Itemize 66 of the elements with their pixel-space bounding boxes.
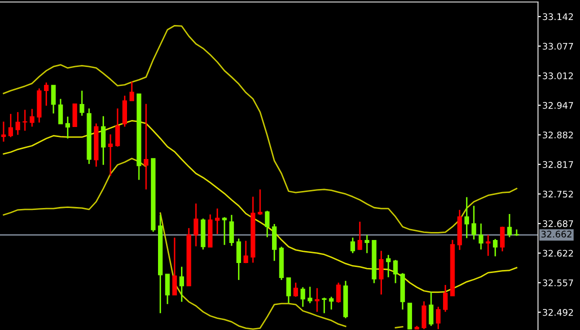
candlestick	[393, 259, 398, 284]
y-tick-label: 32.817	[542, 161, 573, 168]
candlestick	[472, 205, 476, 240]
candlestick	[130, 80, 134, 102]
candlestick	[236, 238, 242, 281]
candlestick	[172, 236, 177, 296]
y-tick-label: 32.752	[542, 190, 573, 198]
candlestick	[101, 115, 106, 166]
candlestick	[229, 214, 234, 247]
candlestick	[428, 291, 434, 327]
candlestick	[358, 221, 362, 251]
candlestick	[244, 240, 248, 264]
candlestick	[16, 111, 20, 136]
candlestick	[486, 234, 490, 257]
candlestick	[8, 113, 13, 138]
candlestick	[122, 95, 128, 128]
candlestick	[194, 202, 198, 247]
candlestick	[108, 134, 113, 176]
y-tick-label: 32.622	[542, 250, 573, 257]
ref-line-label: 32.662	[541, 230, 572, 238]
candlestick	[422, 300, 426, 330]
candlestick	[500, 226, 505, 252]
candlestick	[44, 82, 49, 106]
candlestick	[436, 306, 441, 330]
candlestick	[222, 216, 227, 246]
candlestick	[364, 234, 370, 254]
y-tick-label: 33.077	[542, 42, 573, 50]
candlestick	[22, 109, 28, 132]
candlestick	[264, 210, 270, 238]
candlestick	[144, 103, 148, 190]
y-tick-label: 32.557	[542, 279, 573, 286]
y-tick-label: 32.687	[542, 220, 573, 228]
candlestick	[115, 108, 120, 148]
candlestick	[386, 254, 391, 278]
candlestick	[286, 276, 291, 304]
candlestick	[51, 84, 56, 114]
y-tick-label: 33.012	[542, 72, 573, 80]
candlestick	[443, 284, 448, 312]
candlestick	[350, 236, 356, 254]
line-series	[2, 24, 518, 234]
y-tick-label: 32.882	[542, 132, 573, 138]
candlestick	[293, 282, 298, 298]
candlestick	[507, 213, 512, 238]
candlestick	[65, 116, 70, 140]
candlestick	[258, 188, 262, 216]
y-tick-label: 32.947	[542, 102, 573, 109]
candlestick	[464, 196, 470, 239]
candlestick	[165, 273, 170, 305]
y-tick-label: 33.142	[542, 13, 573, 20]
candlestick	[492, 238, 498, 257]
candlestick	[1, 120, 6, 142]
candlestick	[378, 250, 384, 296]
candlestick	[179, 266, 184, 302]
candlestick	[80, 90, 84, 116]
candlestick	[72, 104, 78, 127]
candlestick	[308, 286, 312, 304]
candlestick	[30, 108, 34, 128]
candlestick	[272, 223, 277, 262]
candlestick	[300, 286, 306, 308]
candlestick	[58, 98, 63, 125]
candlestick	[478, 222, 484, 250]
y-tick-label: 32.492	[542, 308, 573, 316]
candlestick	[314, 287, 320, 312]
candlestick	[322, 297, 327, 314]
candlestick	[336, 282, 341, 304]
candlestick	[215, 208, 220, 235]
